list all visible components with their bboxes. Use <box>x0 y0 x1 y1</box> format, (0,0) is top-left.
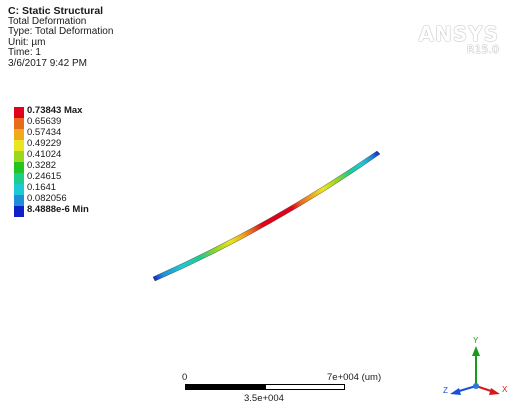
analysis-title: C: Static Structural <box>8 5 104 17</box>
coordinate-triad[interactable]: Y X Z <box>440 332 510 406</box>
triad-origin <box>473 383 479 389</box>
brand-name: ANSYS <box>418 22 499 46</box>
contour-legend: 0.73843 Max 0.65639 0.57434 0.49229 0.41024 0… <box>14 105 134 247</box>
legend-value-label: 0.49229 <box>27 138 62 149</box>
legend-value-label: 0.57434 <box>27 127 62 138</box>
legend-value-label: 0.73843 Max <box>27 105 83 116</box>
result-type: Type: Total Deformation <box>8 26 114 37</box>
legend-value-label: 0.082056 <box>27 193 67 204</box>
result-info: C: Static Structural Total Deformation T… <box>8 6 113 69</box>
beam-body[interactable] <box>152 150 381 282</box>
y-axis-label: Y <box>473 336 479 345</box>
scale-end-label: 7e+004 (um) <box>327 372 382 383</box>
legend-color-swatch <box>14 162 24 173</box>
legend-color-swatch <box>14 129 24 140</box>
ansys-logo: ANSYS R15.0 <box>418 24 499 56</box>
result-name: Total Deformation <box>8 15 87 27</box>
scale-bar: 0 7e+004 (um) 3.5e+004 <box>182 372 402 408</box>
y-axis-arrow-icon <box>472 346 480 356</box>
x-axis-arrow-icon <box>489 388 500 395</box>
brand-version: R15.0 <box>466 43 499 56</box>
legend-color-swatch <box>14 151 24 162</box>
z-axis-label: Z <box>443 386 448 395</box>
result-date: 3/6/2017 9:42 PM <box>8 57 87 69</box>
result-time: Time: 1 <box>8 47 41 58</box>
legend-value-label: 0.41024 <box>27 149 62 160</box>
legend-value-label: 8.4888e-6 Min <box>27 204 89 215</box>
legend-color-swatch <box>14 195 24 206</box>
legend-color-swatch <box>14 107 24 118</box>
x-axis-label: X <box>502 385 508 394</box>
scale-start-label: 0 <box>182 372 188 383</box>
scale-mid-label: 3.5e+004 <box>244 393 284 404</box>
scale-bar-white-segment <box>265 384 345 390</box>
result-unit: Unit: µm <box>8 36 46 48</box>
legend-color-swatch <box>14 140 24 151</box>
z-axis-arrow-icon <box>450 388 461 395</box>
legend-color-swatch <box>14 118 24 129</box>
legend-value-label: 0.65639 <box>27 116 62 127</box>
scale-bar-black-segment <box>185 384 265 390</box>
legend-value-label: 0.24615 <box>27 171 62 182</box>
legend-color-swatch <box>14 184 24 195</box>
legend-color-swatch <box>14 206 24 217</box>
legend-color-swatch <box>14 173 24 184</box>
legend-value-label: 0.3282 <box>27 160 57 171</box>
legend-value-label: 0.1641 <box>27 182 57 193</box>
